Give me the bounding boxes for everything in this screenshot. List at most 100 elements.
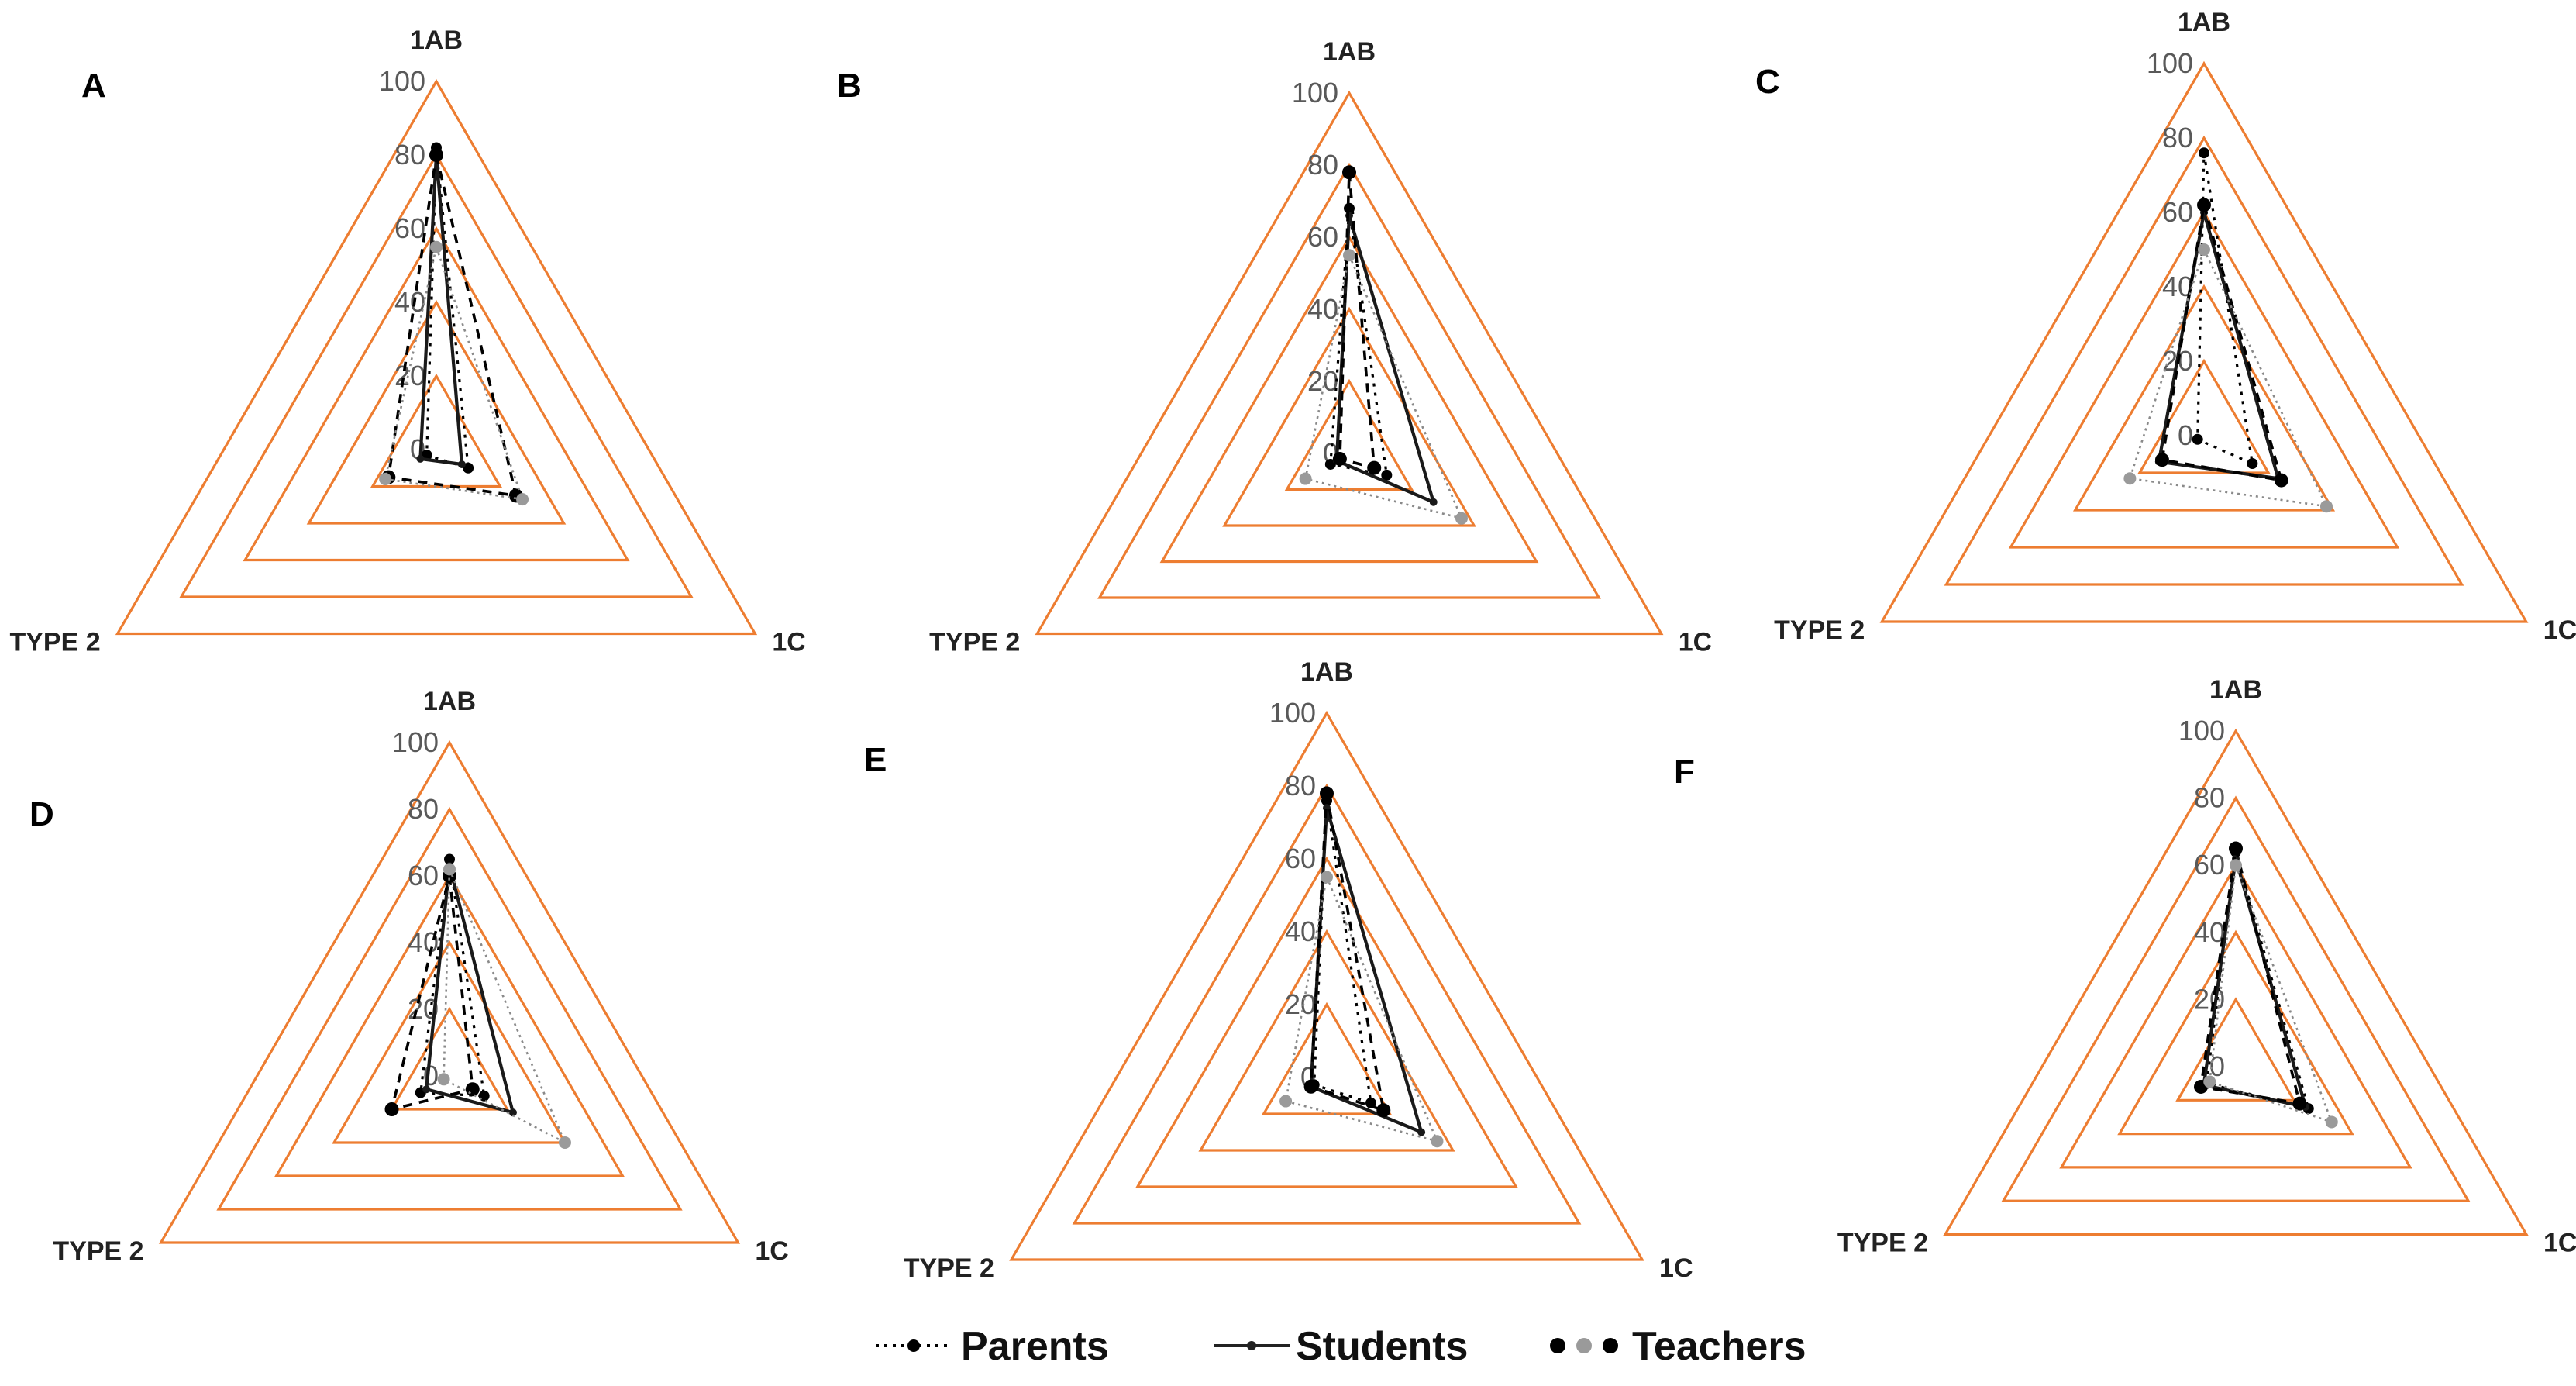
series-teachers-4-point-2 — [2319, 500, 2333, 513]
series-teachers-3-point-1 — [429, 148, 443, 162]
series-teachers-3-line — [2161, 203, 2283, 482]
panel-letter-c: C — [1755, 63, 1780, 101]
tick-label-100: 100 — [2147, 47, 2193, 79]
series-parents-1-point-3 — [2192, 433, 2203, 445]
series-parents-1-point-2 — [2247, 458, 2258, 469]
series-teachers-3-point-2 — [1376, 1103, 1391, 1118]
legend-parents-label: Parents — [961, 1324, 1109, 1369]
axis-label-1ab: 1AB — [1300, 657, 1353, 687]
tick-label-40: 40 — [2194, 916, 2225, 948]
axis-label-1ab: 1AB — [423, 687, 476, 716]
series-teachers-4-line — [1304, 253, 1463, 520]
series-teachers-4-point-1 — [2230, 859, 2242, 872]
series-teachers-3-point-1 — [2229, 841, 2243, 856]
series-teachers-4-point-1 — [430, 240, 443, 253]
series-teachers-4-point-3 — [379, 473, 392, 485]
series-students-2-point-3 — [422, 1085, 431, 1094]
series-teachers-3-point-3 — [384, 1102, 399, 1116]
panel-letter-a: A — [81, 67, 106, 105]
grid-ring-40 — [2072, 284, 2336, 512]
axis-label-type2: TYPE 2 — [9, 628, 100, 657]
axis-label-1c: 1C — [755, 1236, 788, 1266]
grid-ring-60 — [243, 226, 630, 562]
tick-label-60: 60 — [1285, 843, 1316, 874]
tick-label-20: 20 — [1285, 988, 1316, 1020]
series-teachers-3-point-3 — [2154, 453, 2169, 467]
series-parents-1-line — [2196, 151, 2254, 465]
grid-ring-100 — [1943, 728, 2529, 1236]
legend-item-parents: Parents — [876, 1324, 1109, 1369]
grid-ring-80 — [179, 152, 694, 598]
tick-label-80: 80 — [1307, 149, 1338, 181]
series-teachers-4-line — [384, 246, 524, 501]
tick-label-40: 40 — [408, 926, 439, 958]
series-teachers-4-line — [1284, 876, 1438, 1143]
axis-label-type2: TYPE 2 — [1837, 1229, 1928, 1258]
panel-letter-d: D — [29, 795, 54, 833]
tick-label-40: 40 — [1285, 915, 1316, 947]
axis-label-1ab: 1AB — [2209, 675, 2262, 705]
series-students-2-line — [425, 864, 515, 1115]
grid-ring-20 — [370, 373, 503, 488]
axis-label-1ab: 1AB — [410, 26, 463, 55]
tick-label-80: 80 — [394, 139, 425, 171]
axis-label-type2: TYPE 2 — [1774, 615, 1865, 645]
legend-teachers-label: Teachers — [1632, 1324, 1806, 1369]
grid-ring-40 — [332, 940, 567, 1144]
series-students-2-point-2 — [508, 1108, 517, 1117]
series-parents-1-line — [425, 146, 470, 470]
series-teachers-4-point-3 — [437, 1073, 450, 1086]
series-teachers-4-line — [2129, 248, 2328, 508]
series-teachers-4-line — [2208, 864, 2333, 1123]
series-students-2-line — [418, 153, 464, 467]
series-teachers-3-point-3 — [1332, 451, 1347, 466]
tick-label-60: 60 — [394, 212, 425, 244]
series-parents-1-point-1 — [444, 853, 455, 865]
series-teachers-3-point-2 — [2292, 1096, 2307, 1111]
axis-label-1c: 1C — [772, 628, 805, 657]
series-teachers-4-point-1 — [443, 863, 456, 876]
axis-label-1c: 1C — [1679, 628, 1712, 657]
grid-ring-20 — [2175, 997, 2296, 1102]
tick-label-80: 80 — [2162, 122, 2193, 153]
series-parents-1-point-2 — [1381, 469, 1393, 481]
tick-label-80: 80 — [408, 793, 439, 825]
grid-ring-60 — [1135, 856, 1518, 1188]
series-teachers-4-point-2 — [1431, 1135, 1444, 1148]
series-teachers-4-point-1 — [1343, 249, 1355, 262]
series-teachers-4-point-3 — [1299, 472, 1312, 485]
grid-ring-80 — [1097, 162, 1601, 599]
tick-label-100: 100 — [1269, 697, 1316, 729]
series-students-2-point-2 — [1429, 498, 1438, 506]
series-teachers-3-point-2 — [465, 1082, 480, 1097]
legend-teachers-dot-2 — [1576, 1338, 1592, 1353]
series-students-2-line — [1334, 214, 1435, 504]
grid-ring-20 — [2137, 358, 2271, 474]
legend-students-marker — [1247, 1341, 1256, 1350]
axis-label-type2: TYPE 2 — [904, 1253, 994, 1283]
series-teachers-4-point-3 — [2203, 1075, 2216, 1088]
legend-students-label: Students — [1296, 1324, 1468, 1369]
series-teachers-3-line — [387, 153, 518, 498]
grid-ring-80 — [216, 806, 683, 1211]
grid-ring-60 — [2059, 862, 2412, 1169]
grid-ring-100 — [115, 78, 758, 636]
legend: Parents Students Teachers — [876, 1324, 1806, 1369]
tick-label-100: 100 — [379, 65, 425, 97]
legend-teachers-dot-1 — [1550, 1338, 1565, 1353]
series-teachers-3-line — [1338, 171, 1376, 470]
grid-ring-40 — [1198, 929, 1455, 1152]
legend-item-students: Students — [1214, 1324, 1468, 1369]
grid-ring-100 — [1009, 710, 1644, 1261]
grid-ring-60 — [274, 873, 625, 1177]
series-teachers-3-point-2 — [1367, 460, 1382, 475]
grid-ring-80 — [2001, 795, 2471, 1202]
series-teachers-4-point-2 — [2325, 1115, 2338, 1129]
axis-label-1c: 1C — [1659, 1253, 1693, 1283]
tick-label-0: 0 — [2209, 1050, 2225, 1082]
